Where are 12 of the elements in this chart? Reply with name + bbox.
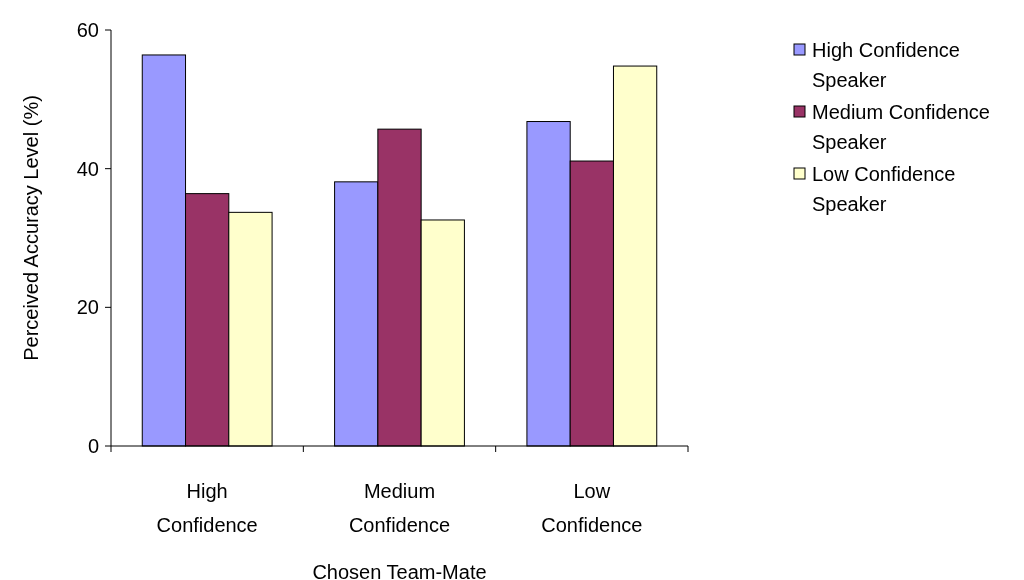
legend-label: Medium Confidence Speaker	[812, 101, 990, 153]
x-tick-label: High Confidence	[156, 480, 258, 536]
y-axis-title: Perceived Accuracy Level (%)	[20, 95, 42, 361]
y-tick-label: 20	[76, 296, 99, 319]
x-tick-label: Low Confidence	[541, 480, 643, 536]
y-tick-label: 40	[76, 157, 99, 180]
x-tick-label: Medium Confidence	[348, 480, 451, 536]
y-tick-label: 60	[76, 19, 99, 41]
legend-label: High Confidence Speaker	[812, 39, 960, 91]
x-axis-title: Chosen Team-Mate	[312, 561, 487, 580]
legend-label: Low Confidence Speaker	[812, 163, 956, 215]
y-tick-label: 0	[87, 435, 99, 457]
